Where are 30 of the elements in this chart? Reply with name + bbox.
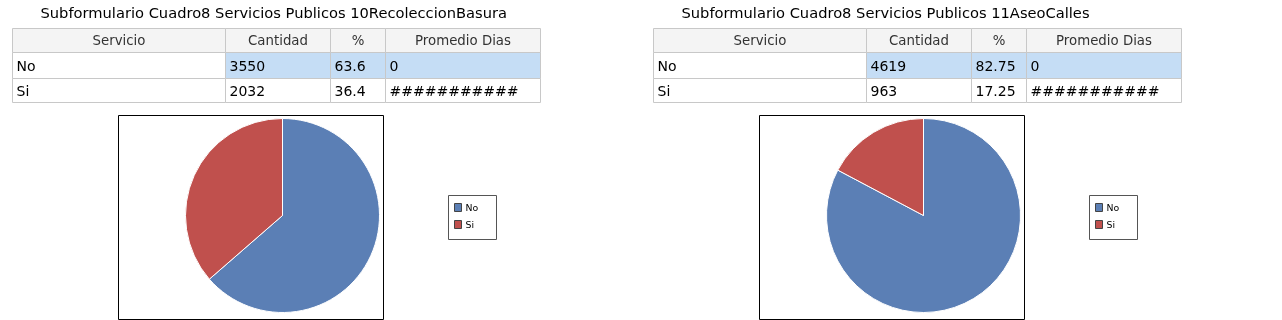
- chart-title: Subformulario Cuadro8 Servicios Publicos 10RecoleccionBasura: [40, 4, 507, 21]
- text: 17.25: [975, 82, 1016, 99]
- text: 4619: [870, 57, 907, 74]
- text: 63.6: [334, 57, 366, 74]
- text: 0: [389, 57, 399, 74]
- text: 36.4: [334, 82, 366, 99]
- text: %: [992, 33, 1006, 48]
- text: 2032: [229, 82, 266, 99]
- text: 963: [870, 82, 898, 99]
- category-label: Si: [657, 82, 671, 99]
- text: Cantidad: [889, 33, 949, 48]
- category-label: No: [16, 57, 36, 74]
- text: %: [351, 33, 365, 48]
- text: Servicio: [92, 33, 146, 48]
- legend-label: No: [465, 202, 479, 213]
- text: 3550: [229, 57, 266, 74]
- chart-title: Subformulario Cuadro8 Servicios Publicos 11AseoCalles: [681, 4, 1090, 21]
- legend-label: Si: [1106, 219, 1116, 230]
- text: Servicio: [733, 33, 787, 48]
- text: Promedio Dias: [1056, 33, 1153, 48]
- text: 82.75: [975, 57, 1016, 74]
- text: Cantidad: [248, 33, 308, 48]
- text: ###########: [1030, 82, 1160, 99]
- category-label: No: [657, 57, 677, 74]
- text: ###########: [389, 82, 519, 99]
- text: 0: [1030, 57, 1040, 74]
- category-label: Si: [16, 82, 30, 99]
- legend-label: Si: [465, 219, 475, 230]
- text: Promedio Dias: [415, 33, 512, 48]
- legend-label: No: [1106, 202, 1120, 213]
